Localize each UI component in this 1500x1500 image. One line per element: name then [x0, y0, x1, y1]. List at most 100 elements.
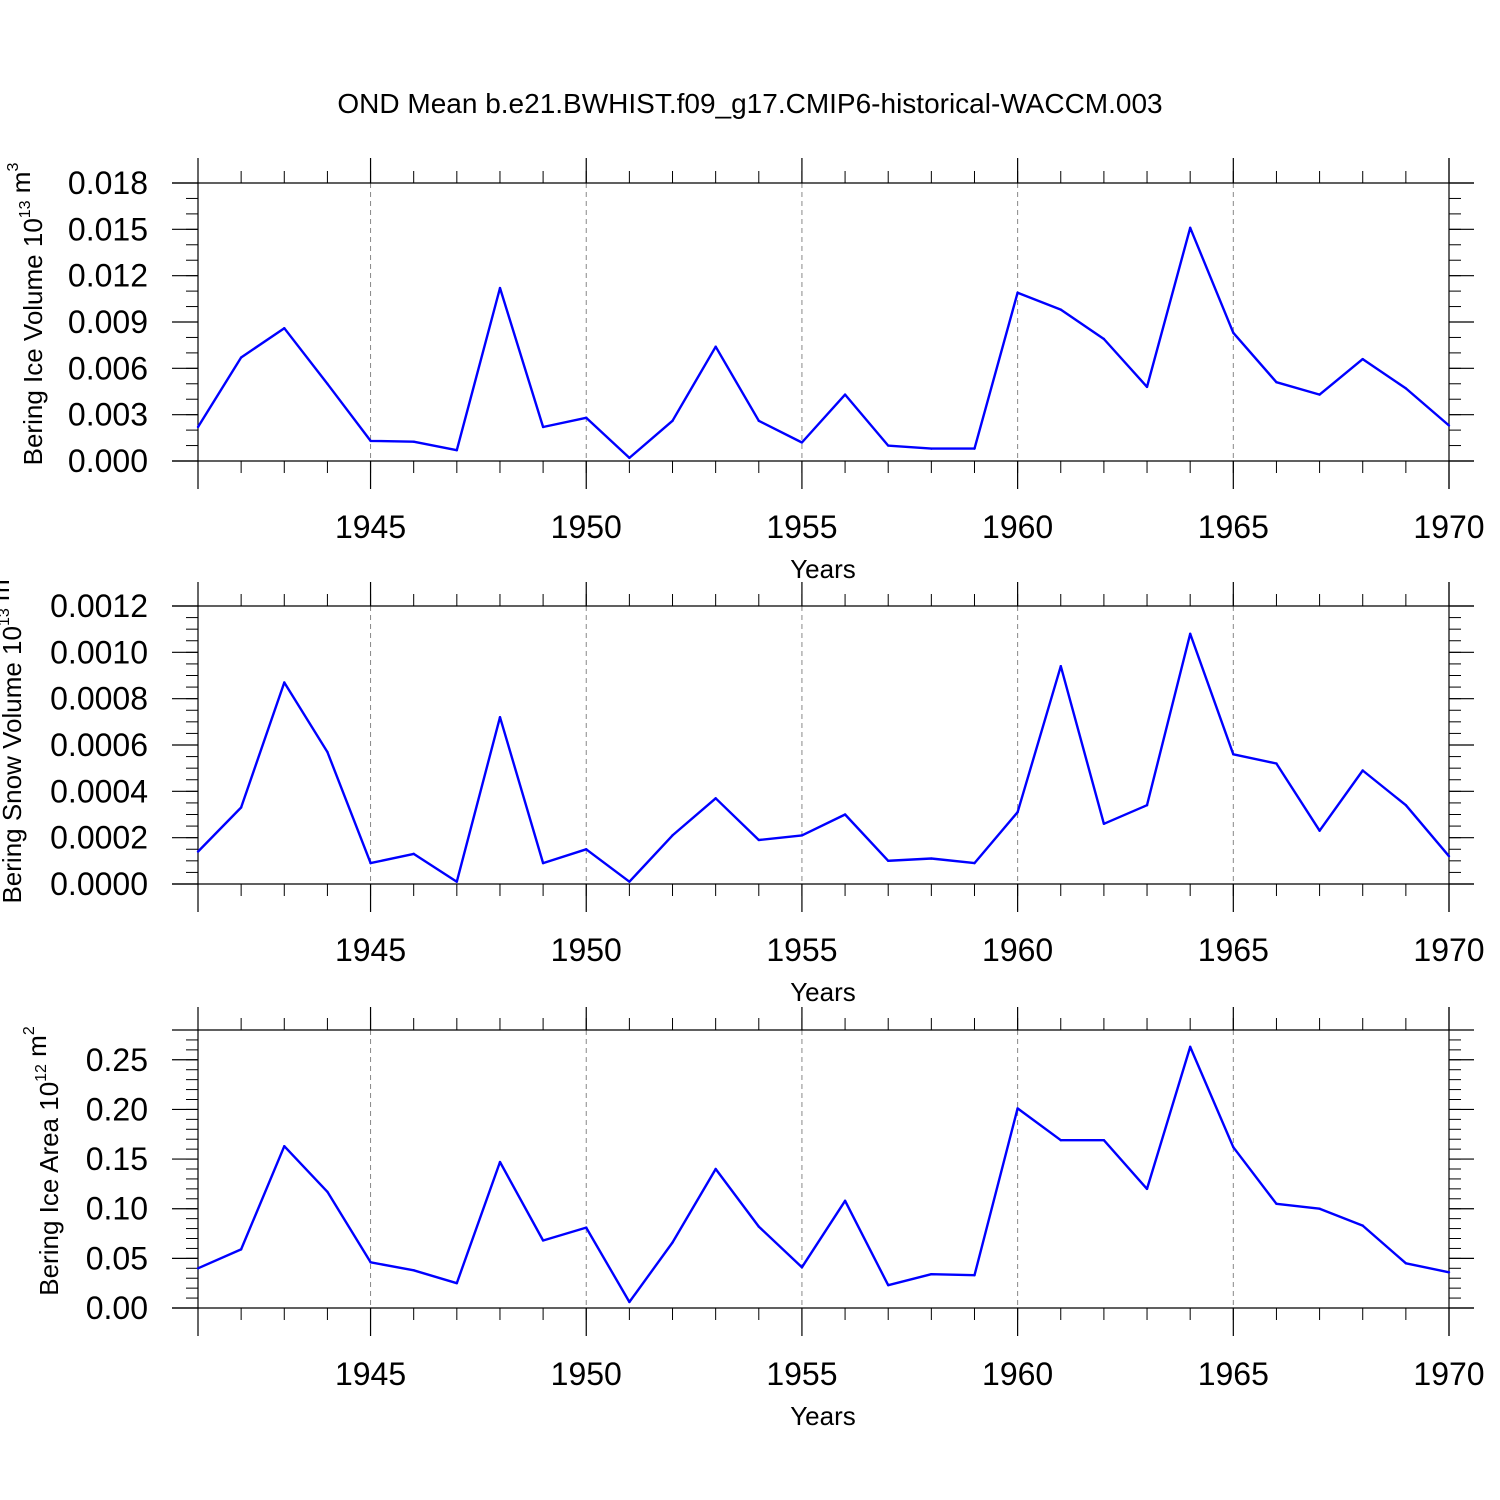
data-point [369, 861, 372, 865]
data-point [930, 857, 933, 860]
data-point [628, 456, 631, 460]
y-axis-label: Bering Snow Volume 1013 m3 [0, 570, 27, 903]
data-point [800, 834, 804, 837]
y-tick-label: 0.00 [86, 1290, 148, 1326]
y-tick-label: 0.0006 [50, 727, 148, 763]
data-point [455, 1281, 459, 1285]
x-tick-label: 1970 [1413, 1356, 1484, 1392]
y-tick-label: 0.0010 [50, 634, 148, 670]
data-point [585, 848, 588, 851]
chart-title: OND Mean b.e21.BWHIST.f09_g17.CMIP6-hist… [337, 88, 1163, 119]
y-tick-label: 0.05 [86, 1240, 148, 1276]
data-point [800, 1266, 804, 1269]
y-tick-label: 0.003 [68, 397, 148, 433]
data-point [326, 1190, 329, 1194]
data-point [1188, 226, 1192, 229]
panel-3: 1945 1950 1955 1960 1965 1970 Years 0.00 0.05 0.1… [21, 1007, 1485, 1431]
data-point [671, 834, 674, 837]
y-tick-label: 0.0000 [50, 866, 148, 902]
data-point [1016, 291, 1019, 294]
y-tick-label: 0.0002 [50, 820, 148, 856]
data-point [1059, 1139, 1062, 1142]
y-axis-label-exponent: 12 [33, 1064, 50, 1082]
data-point [412, 852, 415, 856]
data-point [1318, 1207, 1321, 1210]
y-tick-label: 0.012 [68, 258, 148, 294]
y-tick-label: 0.000 [68, 443, 148, 479]
data-point [1059, 665, 1062, 668]
data-point [1016, 810, 1019, 814]
x-tick-label: 1960 [982, 1356, 1053, 1392]
data-point [1188, 1045, 1192, 1049]
data-point [1145, 385, 1149, 389]
data-point [1275, 1202, 1278, 1205]
panel-1: 1945 1950 1955 1960 1965 1970 Years 0.000 0.003 0… [5, 158, 1485, 584]
y-tick-label: 0.015 [68, 211, 148, 247]
data-point [541, 861, 545, 865]
series-line [196, 226, 1450, 460]
data-point [1016, 1107, 1019, 1110]
data-point [585, 1226, 588, 1229]
data-point [541, 425, 545, 429]
data-point [1361, 1224, 1364, 1227]
y-axis-label-exponent: 3 [5, 163, 22, 172]
data-point [1361, 357, 1364, 361]
data-point [1232, 331, 1235, 335]
data-point [714, 345, 717, 348]
y-axis-label-part: m [0, 579, 15, 608]
data-point [1404, 1262, 1408, 1265]
data-point [628, 1300, 631, 1304]
y-tick-label: 0.0008 [50, 681, 148, 717]
data-point [628, 880, 631, 883]
data-point [283, 326, 286, 330]
data-point [326, 750, 329, 754]
data-point [412, 1269, 415, 1272]
data-point [283, 1144, 286, 1148]
x-tick-label: 1965 [1198, 509, 1269, 545]
data-point [671, 419, 674, 423]
data-point [239, 356, 243, 359]
y-axis-label-part: Bering Ice Volume 10 [18, 218, 48, 465]
data-point [887, 1283, 890, 1287]
data-point [1059, 308, 1062, 311]
data-point [498, 286, 502, 290]
data-point [714, 1167, 717, 1171]
data-point [412, 440, 415, 443]
data-point [326, 382, 329, 385]
y-axis-label-exponent: 3 [0, 570, 1, 579]
data-point [973, 447, 976, 450]
x-tick-label: 1955 [766, 1356, 837, 1392]
x-axis-label: Years [790, 977, 856, 1007]
x-tick-label: 1945 [335, 932, 406, 968]
data-point [1188, 632, 1192, 635]
data-point [1145, 804, 1149, 807]
y-axis-label-exponent: 13 [0, 608, 13, 626]
x-tick-label: 1945 [335, 1356, 406, 1392]
data-point [455, 448, 459, 452]
data-point [1275, 762, 1278, 765]
y-axis-label-part: m [6, 172, 36, 201]
data-point [930, 447, 933, 450]
data-point [239, 806, 243, 809]
y-tick-label: 0.25 [86, 1042, 148, 1078]
x-tick-label: 1950 [551, 509, 622, 545]
y-tick-label: 0.0012 [50, 588, 148, 624]
data-point [887, 444, 890, 447]
data-point [1232, 1145, 1235, 1149]
y-axis-label-part: Bering Ice Area 10 [34, 1082, 64, 1296]
data-point [196, 1267, 200, 1270]
data-point [283, 681, 286, 684]
x-tick-label: 1970 [1413, 509, 1484, 545]
y-tick-label: 0.0004 [50, 773, 148, 809]
data-point [1232, 753, 1235, 756]
data-point [800, 441, 804, 444]
data-point [1102, 1139, 1106, 1142]
x-tick-label: 1960 [982, 932, 1053, 968]
data-point [1361, 769, 1364, 772]
data-point [1447, 1271, 1451, 1274]
data-point [455, 880, 459, 883]
data-point [1447, 855, 1451, 858]
data-point [1145, 1187, 1149, 1191]
